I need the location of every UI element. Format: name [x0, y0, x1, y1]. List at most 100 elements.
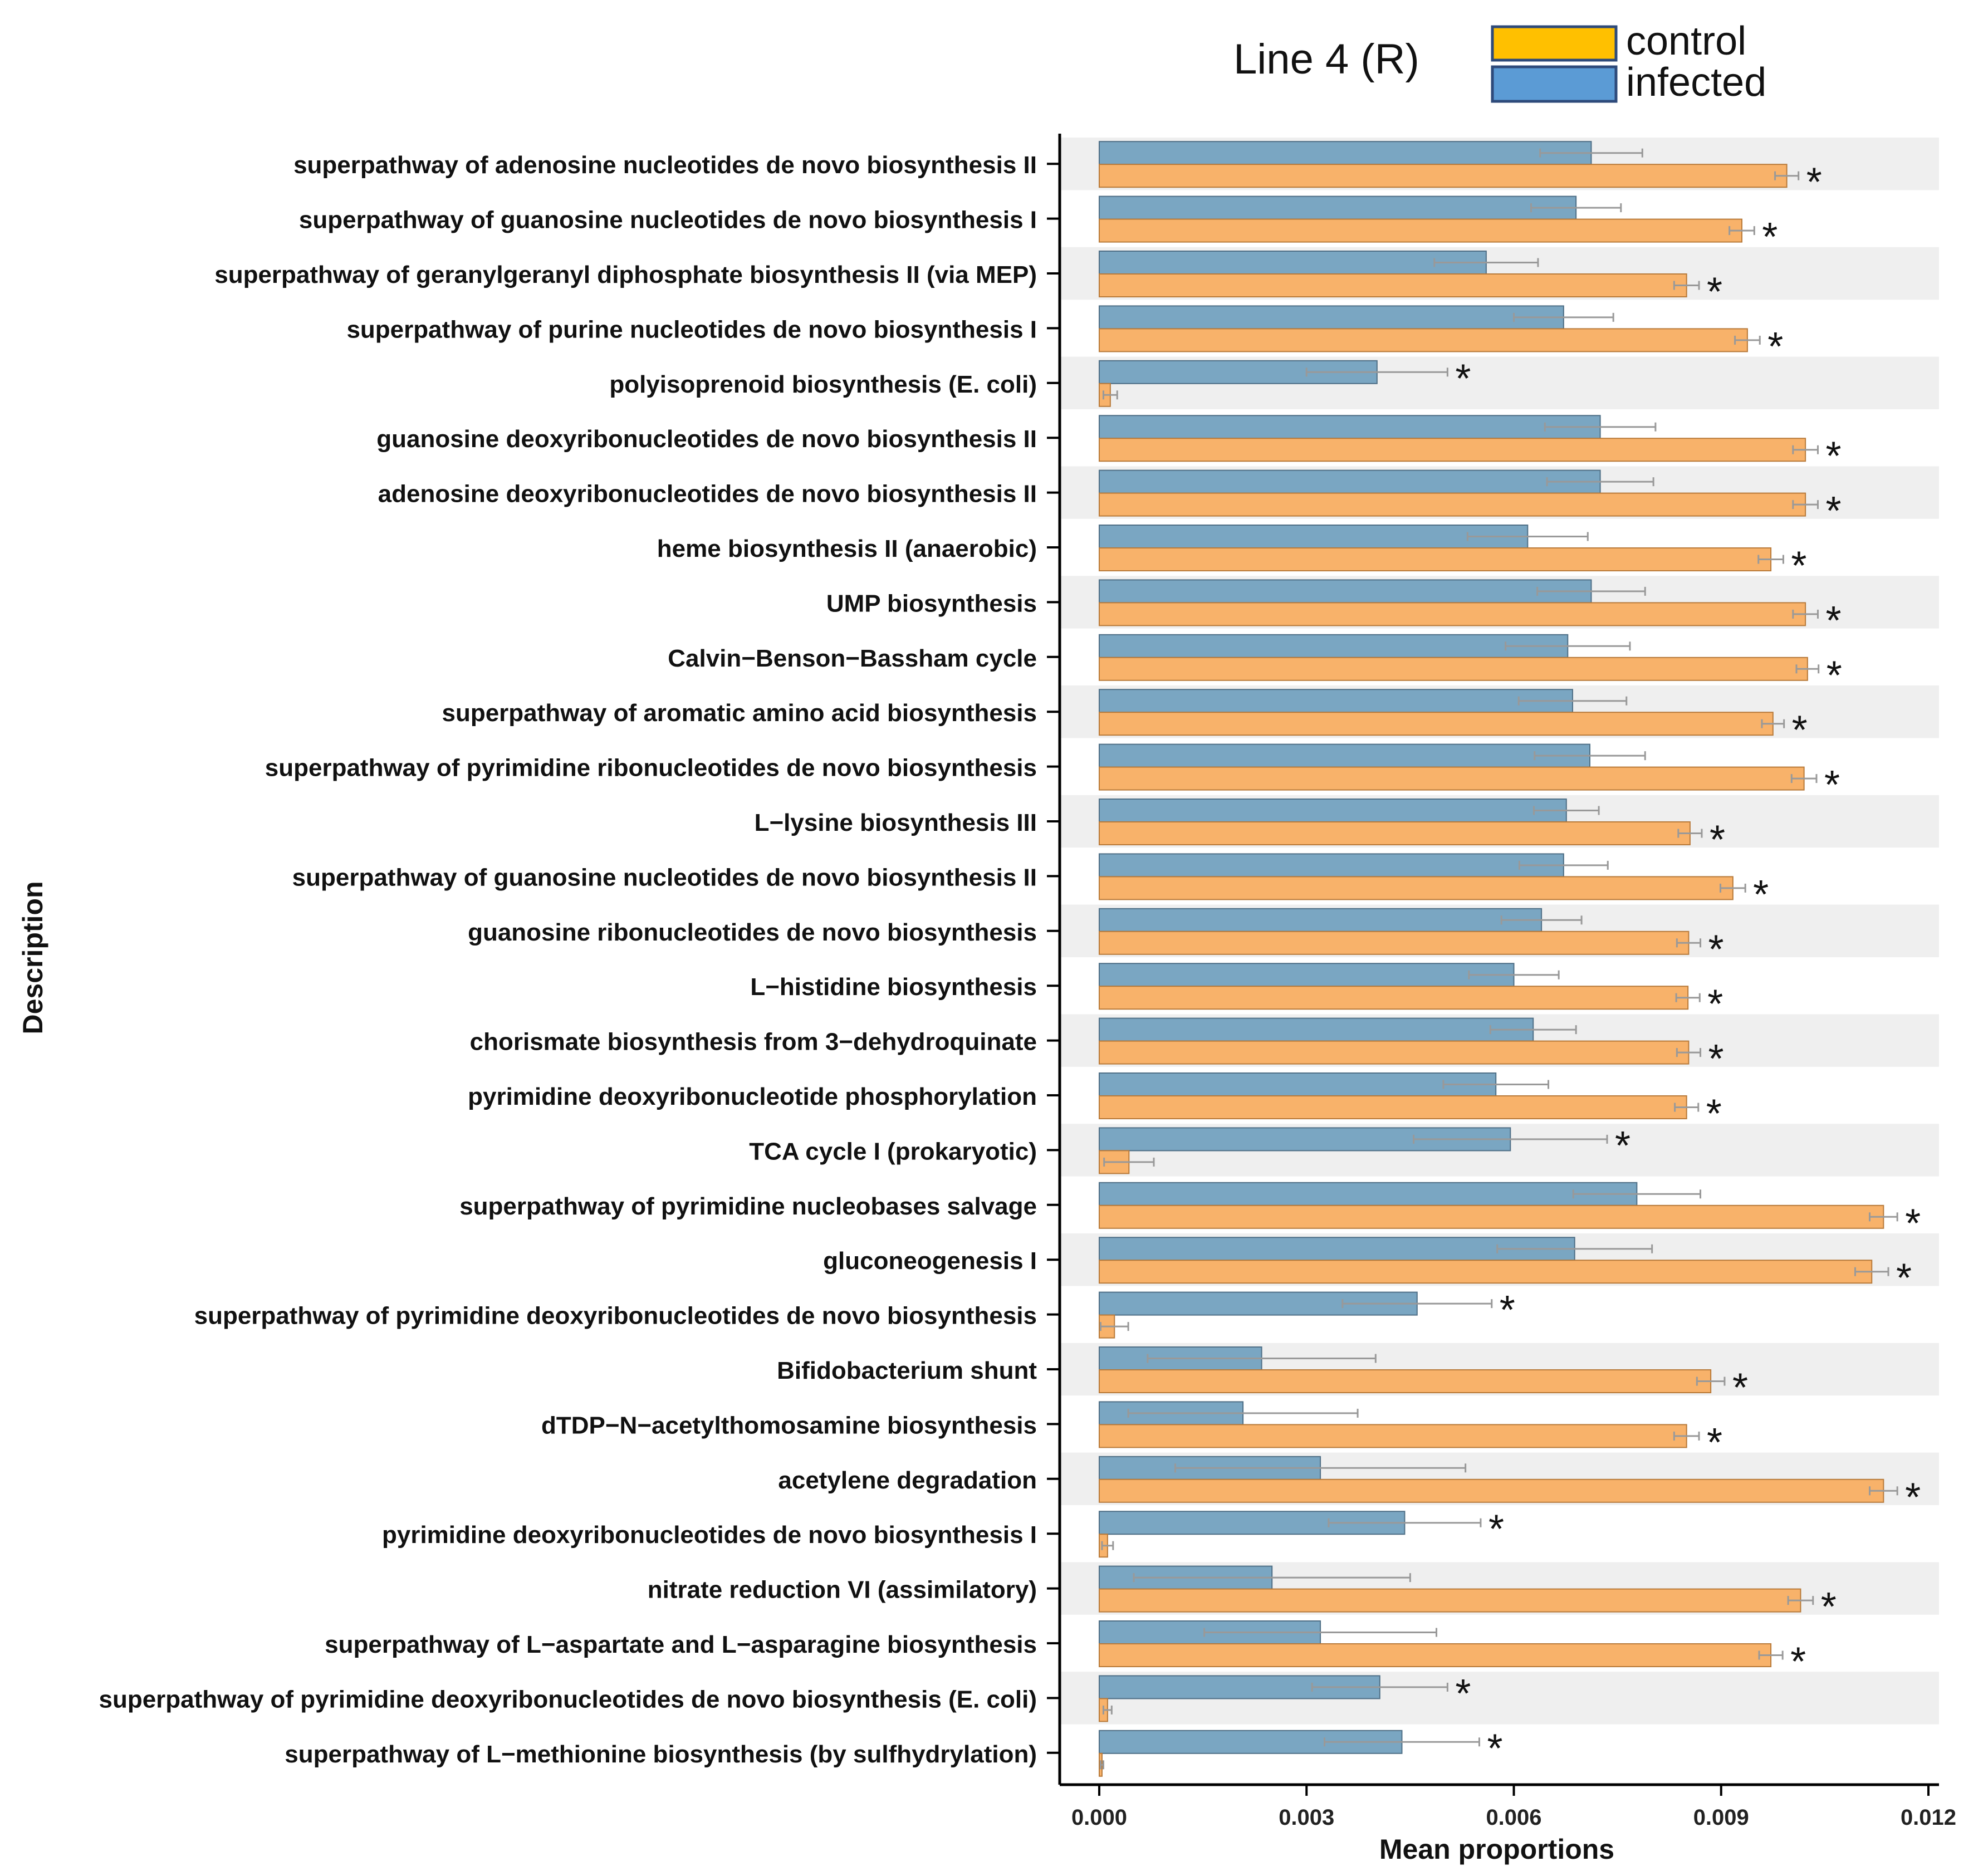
legend: Line 4 (R) control infected: [1233, 19, 1766, 105]
x-tick-label: 0.006: [1486, 1805, 1541, 1830]
legend-title: Line 4 (R): [1233, 36, 1419, 83]
significance-star: *: [1455, 1672, 1471, 1716]
category-label: polyisoprenoid biosynthesis (E. coli): [609, 371, 1037, 398]
significance-star: *: [1896, 1256, 1912, 1301]
category-label: superpathway of pyrimidine deoxyribonucl…: [99, 1686, 1037, 1713]
significance-star: *: [1762, 215, 1778, 259]
significance-star: *: [1905, 1475, 1921, 1520]
bar-infected: [1099, 141, 1592, 165]
bar-control: [1099, 1424, 1687, 1448]
category-labels: superpathway of adenosine nucleotides de…: [99, 151, 1037, 1768]
significance-star: *: [1487, 1726, 1502, 1771]
bar-control: [1099, 218, 1742, 243]
category-label: pyrimidine deoxyribonucleotides de novo …: [382, 1521, 1037, 1549]
bar-infected: [1099, 908, 1543, 932]
bar-control: [1099, 1369, 1712, 1393]
significance-star: *: [1806, 160, 1822, 205]
significance-star: *: [1707, 1421, 1722, 1465]
bar-control: [1099, 1588, 1801, 1613]
significance-star: *: [1753, 873, 1769, 917]
category-label: pyrimidine deoxyribonucleotide phosphory…: [468, 1083, 1037, 1110]
significance-star: *: [1824, 763, 1840, 807]
bar-control: [1099, 602, 1806, 626]
category-label: superpathway of pyrimidine ribonucleotid…: [265, 755, 1037, 782]
category-label: superpathway of guanosine nucleotides de…: [299, 207, 1037, 234]
category-label: superpathway of geranylgeranyl diphospha…: [214, 261, 1037, 288]
category-label: adenosine deoxyribonucleotides de novo b…: [378, 481, 1037, 508]
bar-control: [1099, 164, 1788, 188]
category-label: gluconeogenesis I: [823, 1247, 1037, 1275]
significance-star: *: [1825, 434, 1841, 479]
category-label: superpathway of guanosine nucleotides de…: [292, 864, 1037, 891]
category-label: superpathway of aromatic amino acid bios…: [442, 699, 1037, 727]
category-label: Calvin−Benson−Bassham cycle: [668, 645, 1037, 672]
significance-star: *: [1708, 1037, 1724, 1081]
significance-star: *: [1767, 325, 1783, 369]
significance-star: *: [1827, 653, 1842, 698]
legend-swatch-infected: [1491, 65, 1618, 103]
category-label: superpathway of L−methionine biosynthesi…: [285, 1741, 1037, 1768]
bar-control: [1099, 1040, 1690, 1065]
bar-infected: [1099, 305, 1564, 330]
bar-control: [1099, 273, 1687, 297]
category-label: superpathway of purine nucleotides de no…: [346, 316, 1037, 343]
significance-star: *: [1707, 270, 1722, 315]
legend-label-infected: infected: [1626, 60, 1766, 105]
significance-star: *: [1707, 982, 1723, 1027]
bar-infected: [1099, 1182, 1638, 1206]
bar-control: [1099, 1095, 1687, 1119]
bar-infected: [1099, 853, 1564, 878]
significance-star: *: [1488, 1507, 1504, 1552]
significance-star: *: [1710, 818, 1725, 863]
bar-infected: [1099, 1017, 1534, 1042]
bar-infected: [1099, 415, 1601, 439]
bar-control: [1099, 876, 1734, 900]
category-label: guanosine deoxyribonucleotides de novo b…: [376, 425, 1037, 453]
category-label: UMP biosynthesis: [826, 590, 1037, 617]
significance-star: *: [1792, 708, 1808, 753]
category-label: acetylene degradation: [778, 1467, 1037, 1494]
bar-infected: [1099, 195, 1577, 220]
bar-infected: [1099, 963, 1515, 987]
bar-control: [1099, 492, 1806, 517]
category-label: TCA cycle I (prokaryotic): [749, 1138, 1037, 1165]
significance-star: *: [1821, 1585, 1837, 1629]
significance-star: *: [1455, 356, 1471, 401]
category-label: superpathway of L−aspartate and L−aspara…: [325, 1631, 1037, 1658]
legend-label-control: control: [1626, 19, 1746, 63]
x-tick-label: 0.000: [1071, 1805, 1127, 1830]
bar-infected: [1099, 799, 1567, 822]
category-label: chorismate biosynthesis from 3−dehydroqu…: [470, 1028, 1037, 1056]
bar-infected: [1099, 1072, 1497, 1096]
bar-infected: [1099, 251, 1487, 275]
bar-control: [1099, 328, 1748, 352]
bar-control: [1099, 438, 1806, 462]
category-label: Bifidobacterium shunt: [777, 1357, 1037, 1384]
significance-star: *: [1732, 1366, 1748, 1410]
bar-control: [1099, 1643, 1772, 1667]
category-label: L−histidine biosynthesis: [750, 973, 1037, 1001]
significance-star: *: [1791, 544, 1806, 589]
bar-infected: [1099, 689, 1573, 713]
bar-infected: [1099, 469, 1601, 494]
significance-star: *: [1825, 599, 1841, 643]
axes: 0.000 0.003 0.006 0.009 0.012: [1047, 134, 1956, 1830]
legend-swatch-control: [1491, 25, 1618, 62]
category-label: superpathway of adenosine nucleotides de…: [293, 151, 1037, 179]
bar-control: [1099, 712, 1774, 736]
bar-control: [1099, 986, 1689, 1010]
x-tick-label: 0.003: [1279, 1805, 1334, 1830]
significance-star: *: [1790, 1640, 1806, 1684]
bar-infected: [1099, 634, 1569, 658]
x-axis-title: Mean proportions: [1379, 1834, 1614, 1865]
bar-infected: [1099, 579, 1592, 604]
bar-control: [1099, 766, 1805, 791]
bar-control: [1099, 657, 1808, 681]
category-label: nitrate reduction VI (assimilatory): [648, 1576, 1037, 1604]
category-label: dTDP−N−acetylthomosamine biosynthesis: [541, 1412, 1037, 1439]
bar-control: [1099, 1204, 1884, 1229]
bar-control: [1099, 821, 1691, 845]
significance-star: *: [1706, 1092, 1722, 1137]
bar-control: [1099, 547, 1772, 571]
